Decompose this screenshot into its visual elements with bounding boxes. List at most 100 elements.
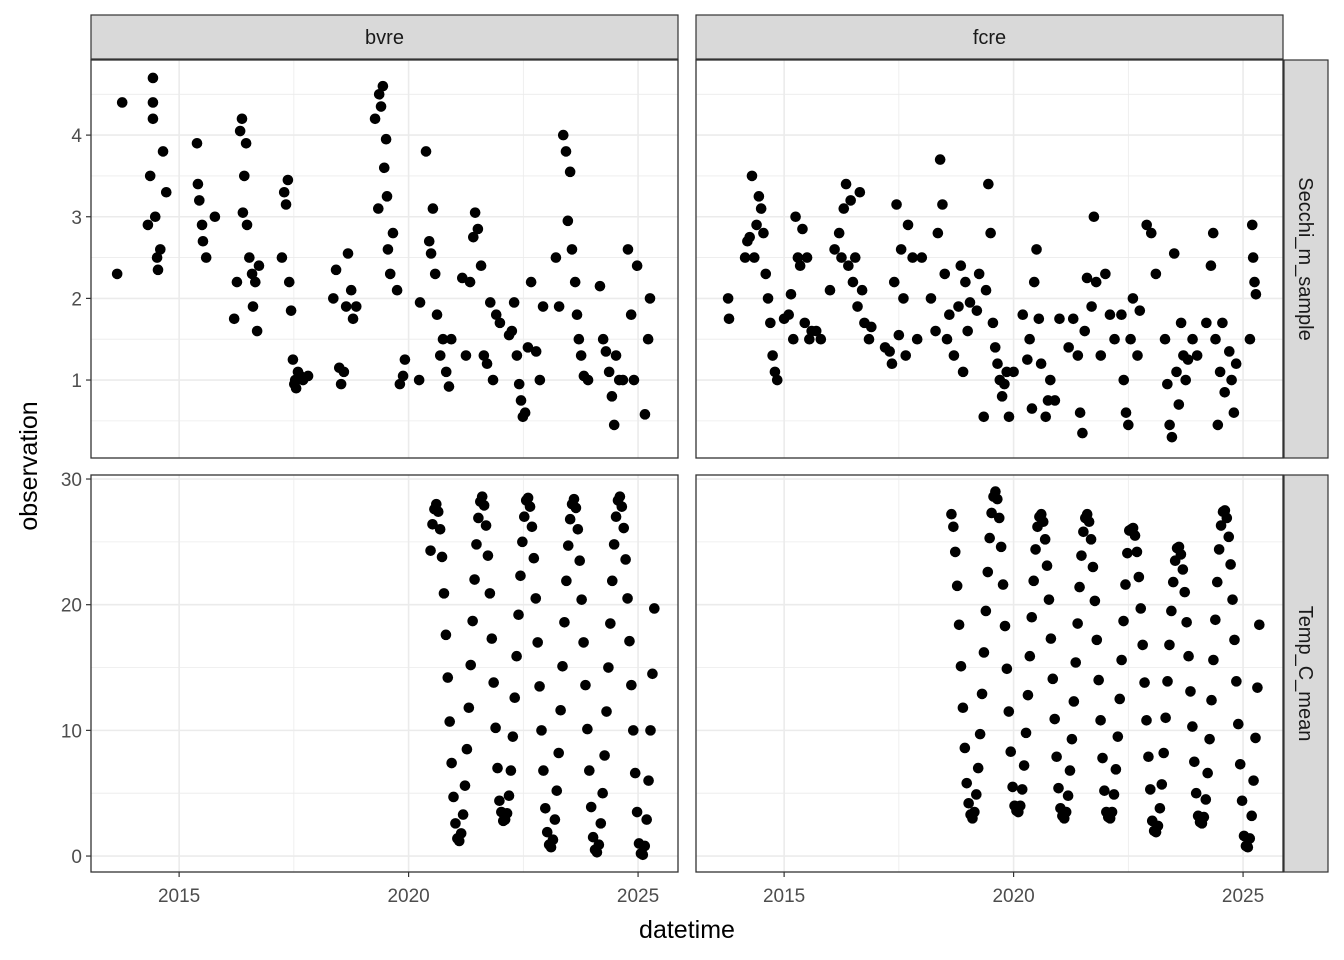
- point: [391, 284, 403, 296]
- point: [953, 619, 965, 631]
- point: [1078, 526, 1089, 538]
- point: [824, 284, 836, 296]
- point: [488, 677, 499, 688]
- y-tick-label: 3: [71, 208, 82, 229]
- point: [1026, 403, 1038, 414]
- point: [1182, 354, 1194, 365]
- point: [528, 552, 540, 564]
- point: [1223, 531, 1235, 543]
- point: [980, 605, 992, 617]
- point: [1031, 244, 1042, 255]
- panel-border: [695, 474, 1284, 873]
- point: [854, 186, 866, 198]
- point: [792, 252, 804, 263]
- point: [962, 325, 973, 337]
- strip-label: fcre: [973, 27, 1006, 49]
- point: [1159, 333, 1171, 345]
- point: [1116, 654, 1127, 666]
- point: [450, 818, 461, 829]
- point: [532, 637, 543, 648]
- point: [722, 293, 734, 304]
- point: [1122, 547, 1133, 559]
- point: [553, 301, 565, 312]
- x-tick-label: 2025: [1222, 886, 1264, 907]
- point: [191, 137, 203, 149]
- point: [437, 333, 449, 345]
- point: [1226, 374, 1237, 386]
- point: [1088, 211, 1100, 223]
- point: [1091, 634, 1103, 646]
- point: [582, 723, 593, 735]
- point: [765, 317, 776, 329]
- point: [580, 679, 591, 691]
- point: [587, 831, 599, 843]
- point: [949, 546, 961, 558]
- point: [1230, 358, 1242, 370]
- point: [600, 346, 612, 357]
- point: [147, 97, 159, 108]
- point: [1003, 706, 1015, 717]
- point: [983, 178, 994, 190]
- point: [603, 662, 614, 673]
- point: [997, 579, 1009, 590]
- point: [1214, 366, 1226, 378]
- point: [487, 374, 499, 386]
- point: [769, 366, 781, 378]
- point: [553, 747, 565, 759]
- point: [1072, 350, 1084, 361]
- point: [639, 840, 651, 852]
- point: [562, 540, 574, 551]
- point: [530, 346, 542, 357]
- point: [1185, 686, 1196, 697]
- point: [505, 765, 517, 776]
- y-tick-label: 2: [71, 289, 82, 310]
- point: [755, 203, 767, 214]
- point: [484, 297, 496, 308]
- point: [1108, 789, 1120, 800]
- point: [1072, 618, 1083, 629]
- point: [1060, 806, 1072, 818]
- point: [448, 791, 459, 803]
- point: [572, 523, 584, 535]
- point: [836, 252, 847, 263]
- point: [142, 219, 154, 231]
- point: [578, 637, 589, 648]
- point: [427, 203, 439, 214]
- point: [380, 133, 392, 145]
- point: [560, 146, 572, 157]
- point: [941, 333, 953, 345]
- point: [503, 790, 515, 802]
- point: [911, 333, 923, 345]
- point: [584, 765, 595, 776]
- point: [246, 268, 258, 280]
- point: [440, 629, 452, 641]
- point: [1180, 374, 1192, 386]
- point: [1120, 579, 1131, 590]
- point: [959, 742, 971, 754]
- point: [1244, 333, 1256, 345]
- point: [642, 333, 654, 345]
- point: [330, 264, 342, 276]
- point: [1177, 564, 1189, 575]
- point: [414, 297, 426, 308]
- point: [900, 350, 912, 361]
- point: [1070, 657, 1082, 668]
- point: [1198, 811, 1210, 823]
- point: [561, 575, 572, 587]
- point: [509, 692, 521, 703]
- point: [614, 491, 626, 502]
- point: [238, 170, 250, 182]
- point: [287, 354, 299, 365]
- point: [838, 203, 850, 214]
- point: [197, 235, 209, 247]
- point: [886, 358, 898, 370]
- y-tick-label: 1: [71, 371, 82, 392]
- point: [1064, 765, 1076, 776]
- point: [534, 374, 546, 386]
- point: [1018, 760, 1030, 771]
- point: [486, 633, 498, 644]
- point: [1213, 544, 1225, 555]
- point: [1221, 512, 1233, 524]
- point: [585, 801, 597, 813]
- strip-label: Temp_C_mean: [1294, 606, 1316, 742]
